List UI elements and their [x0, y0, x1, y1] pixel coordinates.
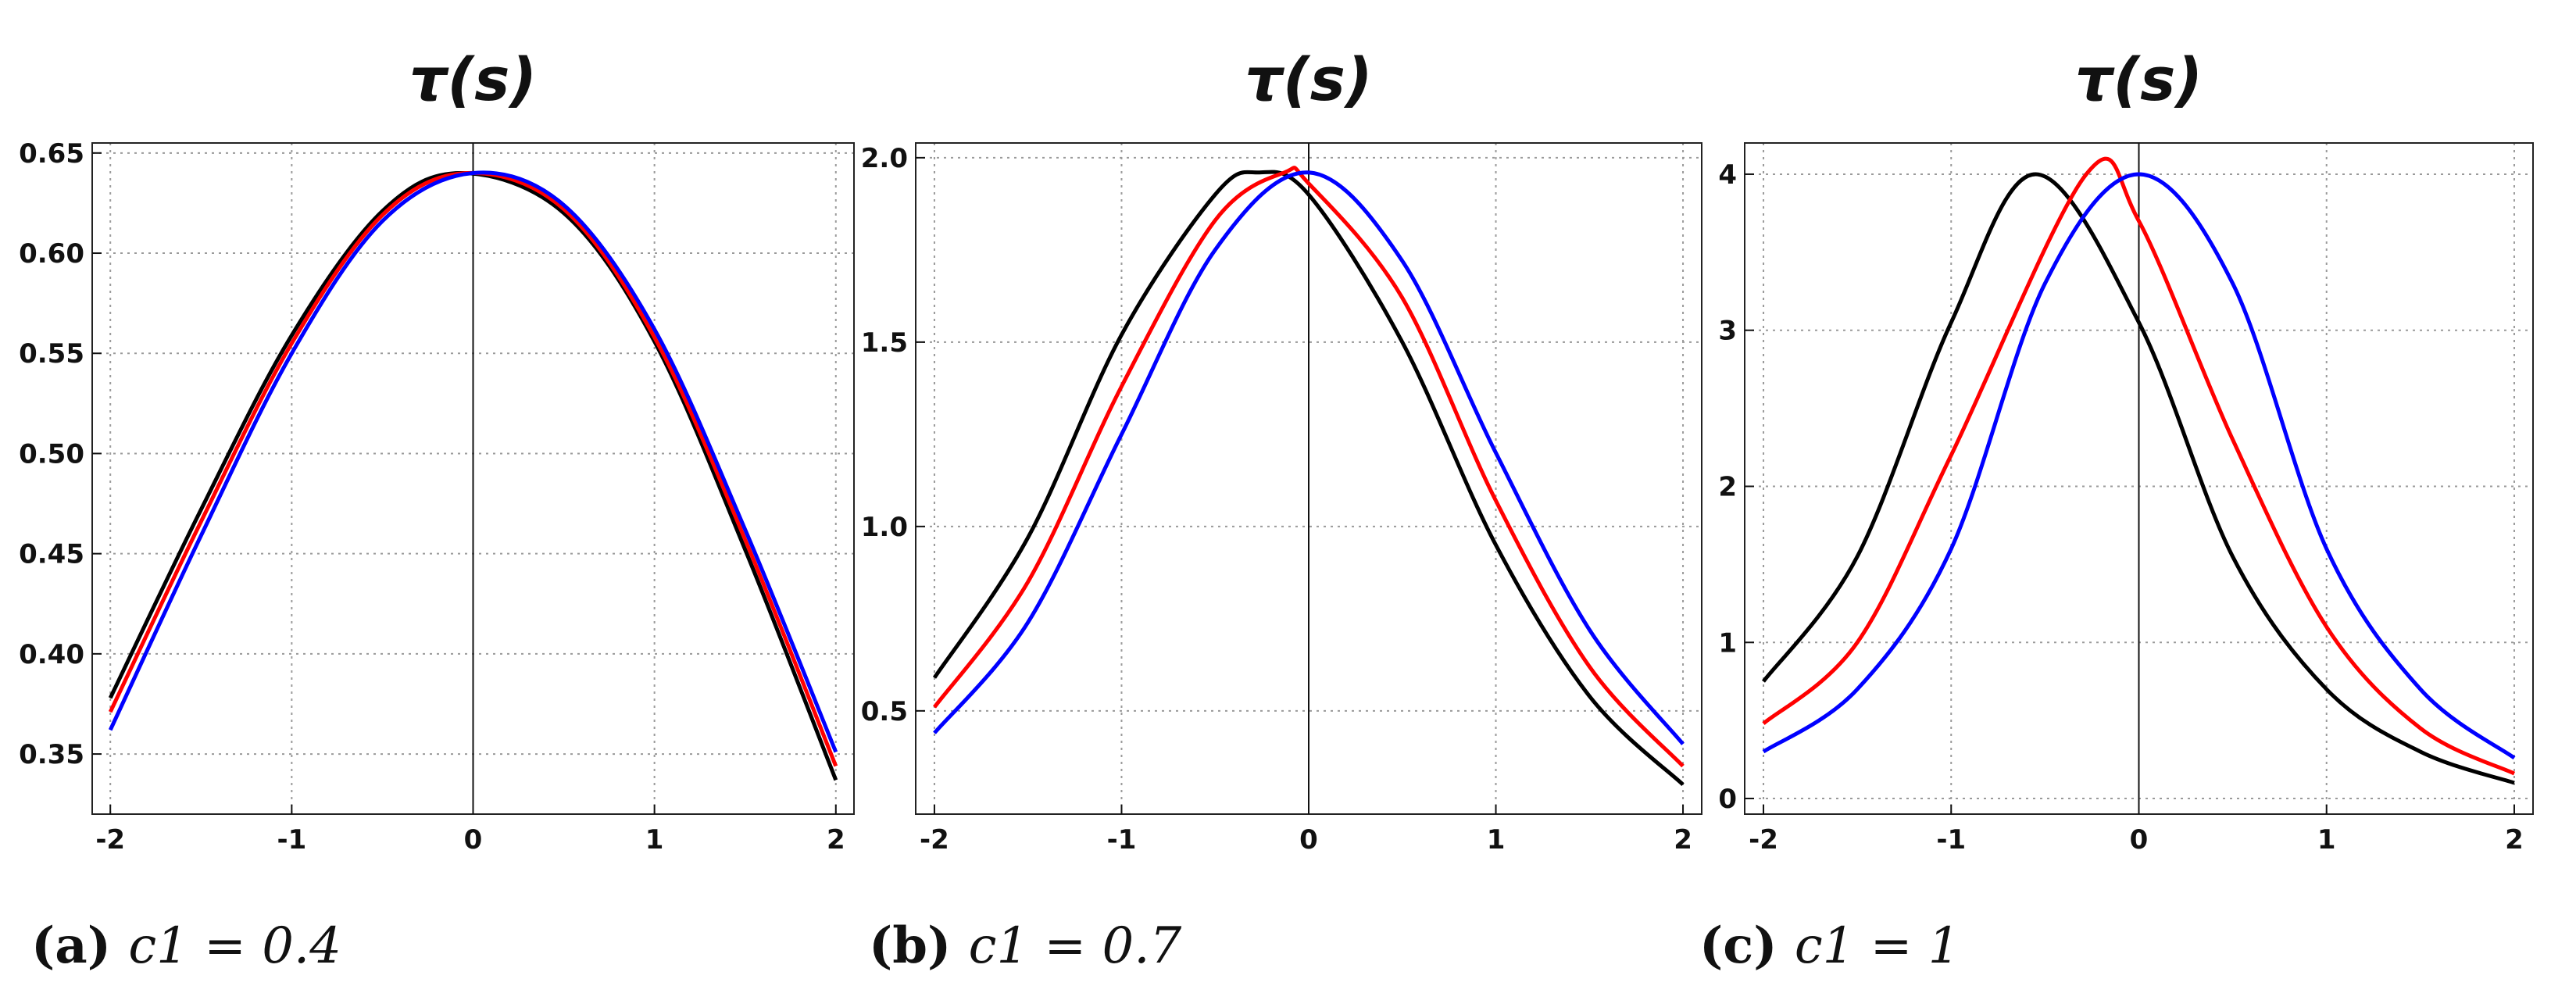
y-tick-label: 4: [1718, 159, 1737, 191]
y-tick-label: 0.55: [19, 338, 84, 370]
x-tick-label: -2: [920, 824, 949, 856]
chart-panel-3: -2 -1 0 1 2 0 1 2 3 4 τ(s) (c) c1 = 1: [1699, 45, 2534, 975]
x-tick-label: -1: [1107, 824, 1137, 856]
x-tick-label: 0: [464, 824, 483, 856]
panel-caption: (b) c1 = 0.7: [869, 916, 1182, 975]
x-tick-label: 2: [2505, 824, 2524, 856]
x-tick-label: -2: [1749, 824, 1778, 856]
y-tick-label: 0.40: [19, 639, 84, 670]
y-tick-label: 2: [1718, 471, 1737, 502]
chart-title: τ(s): [1245, 45, 1372, 114]
x-tick-label: 1: [2317, 824, 2336, 856]
y-tick-label: 0.5: [861, 696, 908, 727]
y-tick-label: 0.60: [19, 238, 84, 270]
y-tick-label: 1.0: [861, 512, 908, 543]
series-line-2: [1762, 156, 2516, 776]
x-tick-label: -1: [1936, 824, 1966, 856]
chart-title: τ(s): [2075, 45, 2203, 114]
y-tick-label: 3: [1718, 316, 1737, 347]
y-tick-label: 0.65: [19, 138, 84, 170]
series-line-1: [932, 170, 1685, 787]
caption-label: (a): [31, 916, 128, 975]
x-tick-label: 1: [1487, 824, 1506, 856]
series-line-2: [932, 166, 1685, 768]
chart-title: τ(s): [409, 45, 537, 114]
series-line-3: [108, 170, 838, 753]
panel-caption: (a) c1 = 0.4: [31, 916, 341, 975]
caption-text: c1 = 0.4: [128, 917, 341, 975]
x-tick-label: -2: [95, 824, 125, 856]
series-line-1: [1762, 172, 2515, 785]
chart-panel-1: -2 -1 0 1 2 0.35 0.40 0.45 0.50 0.55 0.60 0.65 τ(s) (…: [19, 45, 855, 975]
x-tick-label: -1: [277, 824, 306, 856]
caption-text: c1 = 0.7: [969, 917, 1182, 975]
caption-label: (c): [1699, 916, 1795, 975]
caption-text: c1 = 1: [1795, 917, 1960, 975]
y-tick-label: 0.50: [19, 438, 84, 470]
series-line-3: [933, 170, 1685, 745]
y-tick-label: 1.5: [861, 327, 908, 359]
x-tick-label: 2: [827, 824, 845, 856]
y-tick-label: 0.45: [19, 539, 84, 570]
x-tick-label: 2: [1674, 824, 1692, 856]
y-tick-label: 0.35: [19, 739, 84, 770]
x-tick-label: 1: [645, 824, 664, 856]
x-tick-label: 0: [2130, 824, 2149, 856]
caption-label: (b): [869, 916, 969, 975]
x-tick-label: 0: [1299, 824, 1318, 856]
chart-panel-2: -2 -1 0 1 2 0.5 1.0 1.5 2.0 τ(s) (b) c1 = 0.7: [861, 45, 1702, 975]
y-tick-label: 2.0: [861, 143, 908, 174]
series-line-3: [1762, 172, 2516, 760]
y-tick-label: 0: [1718, 784, 1737, 815]
panel-caption: (c) c1 = 1: [1699, 916, 1960, 975]
y-tick-label: 1: [1718, 627, 1737, 659]
